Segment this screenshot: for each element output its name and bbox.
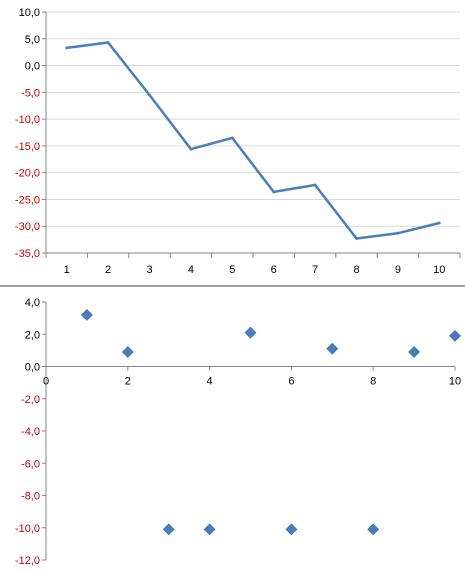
line-point (106, 41, 110, 44)
line-point (65, 46, 69, 50)
line-y-tick-label: -30,0 (15, 221, 40, 233)
scatter-x-tick-label: 6 (288, 376, 294, 388)
scatter-point (244, 326, 257, 339)
scatter-point (121, 346, 134, 358)
scatter-point (408, 346, 421, 358)
line-chart: 10,0 5,0 0,0 -5,0 -10,0 -15,0 -20,0 -25,0 -30,0 -… (15, 7, 461, 276)
line-point (272, 190, 276, 194)
scatter-point (203, 523, 216, 536)
scatter-y-tick-label: -6,0 (21, 458, 40, 470)
scatter-point (80, 308, 93, 321)
line-point (313, 183, 317, 187)
line-y-tick-label: -5,0 (21, 87, 40, 99)
scatter-y-tick-label: 2,0 (25, 329, 40, 341)
line-x-tick-label: 10 (433, 264, 445, 276)
scatter-x-tick-label: 4 (207, 376, 213, 388)
line-point (396, 231, 400, 235)
line-point (148, 93, 151, 97)
scatter-x-tick-label: 8 (370, 376, 376, 388)
line-y-tick-label: -15,0 (15, 141, 40, 153)
line-x-tick-label: 8 (353, 264, 359, 276)
line-x-tick-label: 6 (271, 264, 277, 276)
scatter-point (285, 523, 298, 536)
scatter-y-tick-label: -12,0 (15, 555, 40, 567)
line-x-tick-label: 3 (146, 264, 152, 276)
line-y-tick-label: -25,0 (15, 194, 40, 206)
scatter-point (162, 523, 175, 536)
line-x-tick-label: 5 (229, 264, 235, 276)
scatter-y-tick-label: 4,0 (25, 297, 40, 309)
line-point (230, 136, 234, 140)
scatter-point (367, 523, 380, 536)
line-x-tick-label: 7 (312, 264, 318, 276)
line-x-tick-label: 9 (395, 264, 401, 276)
line-series (66, 41, 440, 240)
line-y-tick-label: 5,0 (25, 34, 40, 46)
line-y-tick-label: -20,0 (15, 168, 40, 180)
scatter-y-tick-label: -4,0 (21, 426, 40, 438)
line-point (355, 237, 358, 240)
line-x-tick-label: 2 (105, 264, 111, 276)
scatter-x-tick-label: 10 (449, 376, 461, 388)
line-y-tick-label: 10,0 (19, 7, 40, 19)
line-point (189, 147, 193, 151)
scatter-y-tick-label: -8,0 (21, 491, 40, 503)
scatter-x-tick-label: 2 (125, 376, 131, 388)
scatter-y-tick-label: -10,0 (15, 523, 40, 535)
scatter-chart: 4,0 2,0 0,0 -2,0 -4,0 -6,0 -8,0 -10,0 -12,0 0 2 4 6 8… (15, 297, 461, 567)
scatter-y-tick-label: 0,0 (25, 362, 40, 374)
line-x-tick-label: 1 (64, 264, 70, 276)
scatter-x-tick-label: 0 (43, 376, 49, 388)
line-y-tick-label: 0,0 (25, 61, 40, 73)
line-point (437, 221, 441, 225)
line-y-tick-label: -35,0 (15, 248, 40, 260)
line-y-tick-label: -10,0 (15, 114, 40, 126)
scatter-point (449, 329, 461, 342)
line-x-tick-label: 4 (188, 264, 194, 276)
scatter-y-tick-label: -2,0 (21, 394, 40, 406)
scatter-point (326, 342, 339, 355)
